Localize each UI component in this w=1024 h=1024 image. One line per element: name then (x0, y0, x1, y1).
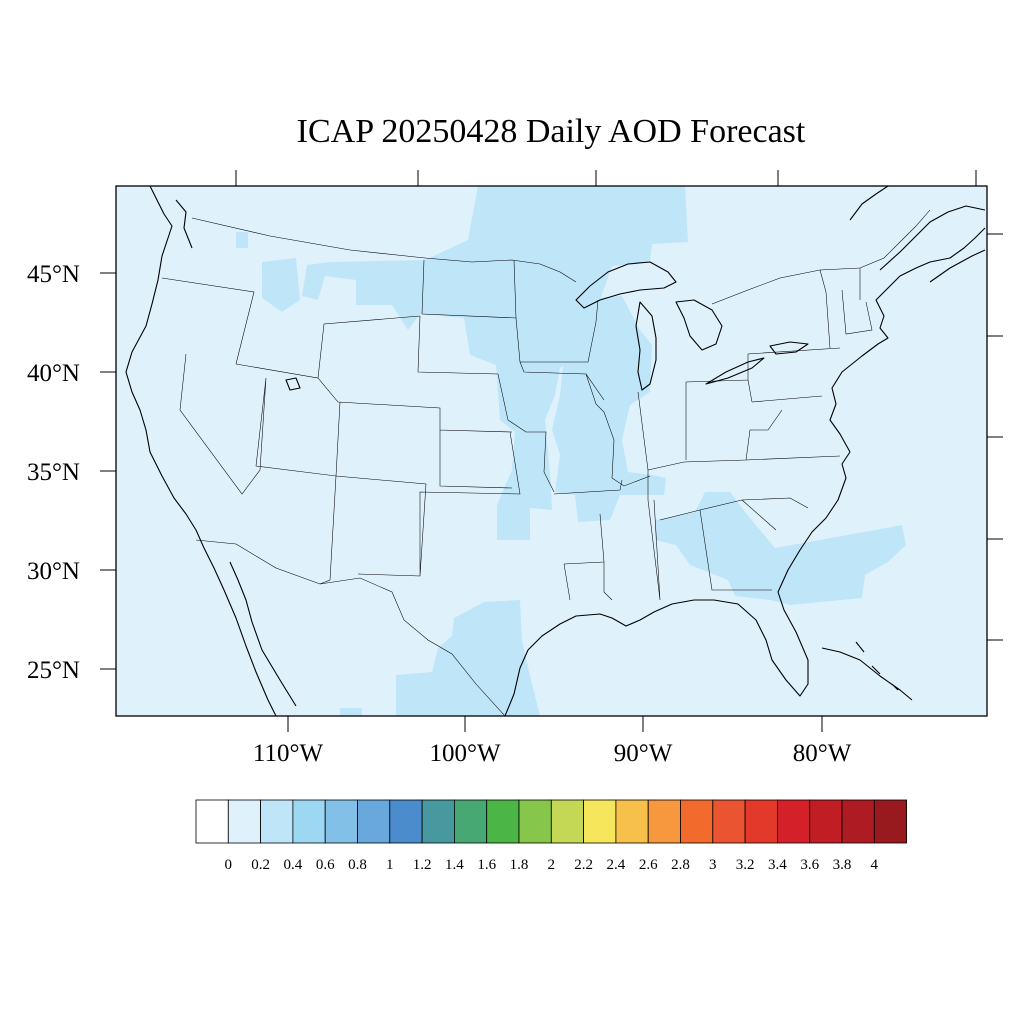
latitude-labels: 45°N 40°N 35°N 30°N 25°N (27, 261, 80, 684)
lon-label: 100°W (429, 740, 500, 767)
baja-gulf-coast (229, 561, 297, 707)
great-salt-lake (285, 377, 301, 391)
idaho-small-patch (236, 232, 248, 248)
hudson-bay-shore (849, 186, 889, 221)
colorbar-swatch (777, 799, 811, 844)
colorbar-swatch (841, 799, 875, 844)
lat-label: 45°N (27, 261, 80, 288)
colorbar-tick-label: 2.6 (639, 857, 658, 873)
colorbar-swatch (873, 799, 907, 844)
colorbar-tick-label: 2 (548, 857, 556, 873)
southeast-atlantic-plume (655, 492, 906, 605)
colorbar-swatch (389, 799, 423, 844)
lon-label: 90°W (614, 740, 673, 767)
colorbar-tick-label: 2.8 (671, 857, 690, 873)
colorbar-tick-label: 3.4 (768, 857, 787, 873)
st-lawrence (879, 205, 986, 271)
lon-label: 110°W (253, 740, 324, 767)
lat-label: 30°N (27, 558, 80, 585)
colorbar-swatch (227, 799, 262, 844)
colorbar-swatch (486, 799, 520, 844)
colorbar-tick-label: 1.2 (413, 857, 432, 873)
puget-sound (175, 199, 193, 249)
bahamas (855, 641, 899, 691)
longitude-labels: 110°W 100°W 90°W 80°W (253, 740, 852, 767)
map-area (116, 186, 987, 716)
colorbar-swatch (712, 799, 746, 844)
colorbar-swatch (809, 799, 843, 844)
lake-erie (705, 357, 765, 385)
map-title: ICAP 20250428 Daily AOD Forecast (297, 113, 806, 150)
colorbar-tick-label: 0.8 (348, 857, 367, 873)
colorbar-swatch (357, 799, 391, 844)
colorbar-tick-label: 3.6 (800, 857, 819, 873)
lake-huron (675, 299, 723, 351)
northern-plains-plume (302, 186, 688, 540)
idaho-montana-patch (262, 258, 300, 312)
western-state-lines (161, 277, 521, 585)
upper-midwest-plume (552, 296, 666, 522)
us-mexico-border (195, 539, 506, 716)
colorbar-swatch (583, 799, 617, 844)
map-frame (115, 185, 988, 717)
lake-ontario (769, 341, 809, 355)
colorbar-tick-label: 0.6 (316, 857, 335, 873)
lake-michigan (635, 301, 657, 391)
south-texas-plume (396, 600, 540, 716)
colorbar-tick-label: 3 (709, 857, 717, 873)
cuba (821, 647, 913, 701)
colorbar-tick-label: 4 (871, 857, 879, 873)
colorbar-tick-label: 1.8 (510, 857, 529, 873)
lat-label: 35°N (27, 459, 80, 486)
texas-small-patch (340, 708, 362, 716)
colorbar-swatch (518, 799, 552, 844)
colorbar-tick-label: 3.2 (736, 857, 755, 873)
colorbar-swatch (453, 799, 488, 844)
colorbar-tick-label: 0.2 (251, 857, 270, 873)
atlantic-coast (829, 227, 986, 453)
colorbar-swatch (195, 799, 229, 844)
colorbar-labels: 0 0.2 0.4 0.6 0.8 1 1.2 1.4 1.6 1.8 2 2.2 2.4 2.6 2.8 3… (225, 857, 879, 873)
lat-label: 40°N (27, 360, 80, 387)
nova-scotia (929, 249, 986, 283)
colorbar-tick-label: 2.4 (607, 857, 626, 873)
colorbar-swatch (550, 799, 584, 844)
colorbar-tick-label: 3.8 (833, 857, 852, 873)
colorbar-swatch (421, 799, 455, 844)
colorbar-tick-label: 1 (386, 857, 394, 873)
colorbar-swatch (324, 799, 358, 844)
gulf-coast (504, 451, 851, 716)
coastlines (125, 186, 986, 716)
colorbar-swatch (615, 799, 649, 844)
colorbar-tick-label: 2.2 (574, 857, 593, 873)
colorbar-swatch (744, 799, 778, 844)
lon-label: 80°W (793, 740, 852, 767)
us-canada-border (191, 217, 577, 283)
colorbar-tick-label: 1.6 (477, 857, 496, 873)
colorbar-swatch (680, 799, 714, 844)
colorbar-tick-label: 1.4 (445, 857, 464, 873)
colorbar-tick-label: 0.4 (284, 857, 303, 873)
colorbar-swatch (260, 799, 294, 844)
colorbar-tick-label: 0 (225, 857, 233, 873)
plains-state-lines (421, 259, 651, 495)
lake-superior (575, 261, 677, 309)
colorbar-swatch (647, 799, 681, 844)
colorbar (195, 799, 907, 844)
colorbar-swatch (292, 799, 326, 844)
political-boundaries (161, 209, 931, 716)
aod-plumes (236, 186, 906, 716)
pacific-coast (125, 186, 277, 716)
lat-label: 25°N (27, 657, 80, 684)
axis-ticks (100, 170, 1003, 732)
eastern-state-lines (563, 268, 873, 601)
